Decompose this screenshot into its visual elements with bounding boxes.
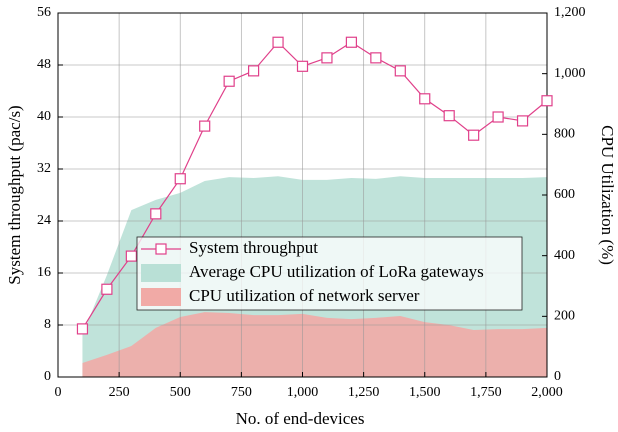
y-axis-label: System throughput (pac/s): [5, 105, 24, 284]
marker: [76, 323, 89, 335]
y-tick-label: 40: [37, 109, 51, 124]
x-tick-label: 500: [170, 385, 191, 400]
marker: [223, 75, 235, 87]
plot-frame: [57, 12, 548, 378]
legend-label: CPU utilization of network server: [189, 286, 420, 305]
y-tick-label: 0: [44, 369, 51, 384]
marker: [394, 65, 406, 77]
legend-swatch: [141, 264, 181, 282]
y2-tick-label: 200: [554, 309, 575, 324]
x-tick-label: 1,250: [348, 385, 380, 400]
y2-tick-label: 1,000: [554, 66, 586, 81]
y2-tick-label: 800: [554, 127, 575, 142]
marker: [345, 36, 357, 48]
marker: [321, 52, 333, 64]
marker: [272, 36, 284, 48]
y-tick-label: 48: [37, 57, 51, 72]
marker: [541, 95, 553, 107]
x-tick-label: 1,500: [409, 385, 441, 400]
y-tick-label: 32: [37, 161, 51, 176]
marker: [419, 93, 431, 105]
y-tick-label: 56: [37, 5, 51, 20]
marker: [443, 110, 455, 122]
marker: [492, 111, 504, 123]
marker: [248, 65, 260, 77]
marker: [125, 250, 137, 262]
area: [82, 312, 547, 377]
x-tick-label: 2,000: [531, 385, 563, 400]
y-tick-label: 16: [37, 265, 51, 280]
y-tick-label: 24: [37, 213, 51, 228]
x-tick-label: 250: [109, 385, 130, 400]
legend-marker: [155, 243, 167, 255]
marker: [370, 52, 382, 64]
marker: [296, 60, 309, 72]
legend-box: [136, 236, 523, 311]
y2-tick-label: 400: [554, 248, 575, 263]
x-tick-label: 0: [55, 385, 62, 400]
y-tick-label: 8: [44, 317, 51, 332]
legend-swatch: [141, 288, 181, 306]
marker: [199, 120, 211, 132]
y2-tick-label: 1,200: [554, 5, 586, 20]
x-tick-label: 750: [231, 385, 252, 400]
x-axis-label: No. of end-devices: [236, 409, 365, 428]
marker: [516, 115, 529, 127]
y2-axis-label: CPU Utilization (%): [598, 125, 617, 265]
marker: [174, 173, 186, 185]
y2-tick-label: 0: [554, 369, 561, 384]
marker: [150, 208, 162, 220]
legend-label: System throughput: [189, 238, 318, 257]
marker: [468, 129, 480, 141]
x-tick-label: 1,750: [470, 385, 502, 400]
x-tick-label: 1,000: [287, 385, 319, 400]
legend-label: Average CPU utilization of LoRa gateways: [189, 262, 484, 281]
marker: [101, 283, 113, 295]
y2-tick-label: 600: [554, 187, 575, 202]
